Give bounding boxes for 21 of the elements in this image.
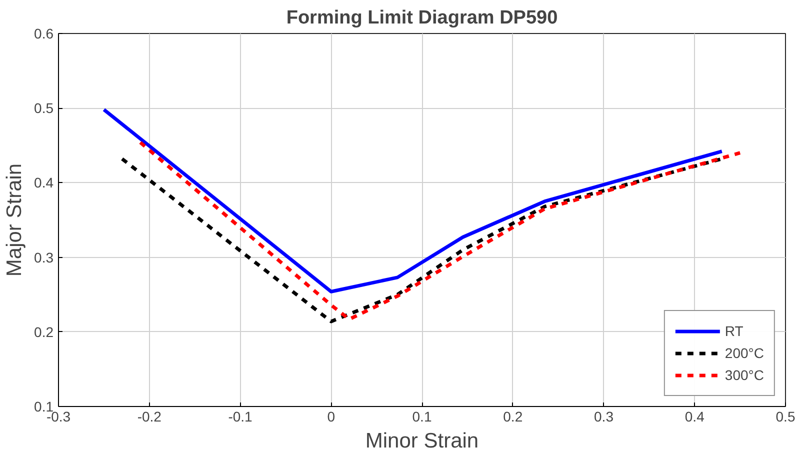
line-series <box>102 108 724 294</box>
x-tick-label: 0.3 <box>594 408 614 424</box>
x-tick-label: 0.4 <box>684 408 705 424</box>
x-tick-label: 0 <box>327 408 336 424</box>
y-tick-label: 0.2 <box>34 324 54 340</box>
legend-label: RT <box>724 323 744 339</box>
x-tick-label: 0.2 <box>503 408 523 424</box>
y-tick-label: 0.6 <box>34 26 54 42</box>
chart-title: Forming Limit Diagram DP590 <box>286 8 558 28</box>
line-series <box>138 140 742 321</box>
x-tick-label: -0.2 <box>137 408 162 424</box>
x-tick-label: -0.1 <box>228 408 253 424</box>
legend-label: 300°C <box>724 367 764 383</box>
y-tick-label: 0.5 <box>34 100 54 116</box>
y-tick-label: 0.3 <box>34 249 54 266</box>
legend-label: 200°C <box>724 345 764 361</box>
y-tick-label: 0.4 <box>34 174 54 191</box>
x-tick-label: 0.1 <box>412 408 432 424</box>
x-tick-label: 0.5 <box>776 408 796 424</box>
x-axis-title: Minor Strain <box>365 430 479 452</box>
y-axis-title: Major Strain <box>3 163 26 277</box>
